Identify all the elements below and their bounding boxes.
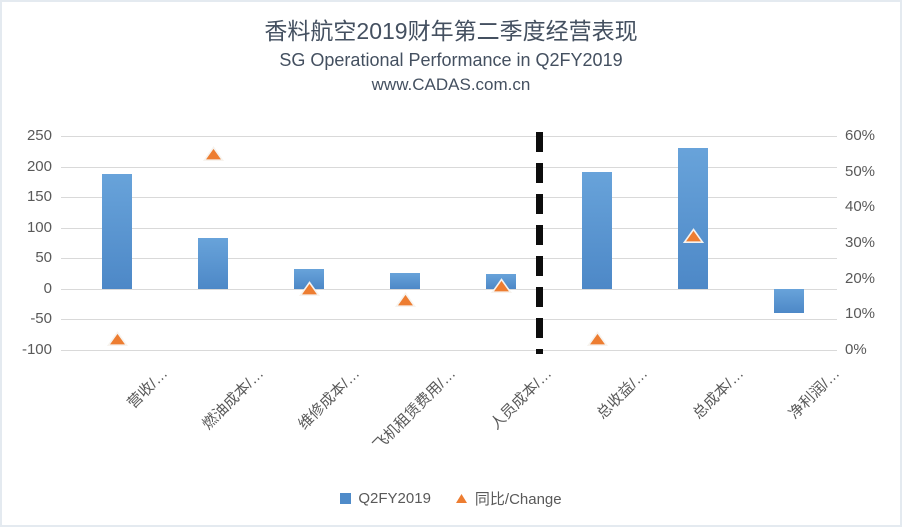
right-axis-tick: 50% [845, 162, 876, 180]
left-axis-tick: -100 [21, 341, 52, 358]
left-axis-tick: 150 [26, 188, 52, 206]
bar-飞机租赁费用/… [390, 273, 420, 289]
gridline [61, 227, 837, 229]
left-axis-tick: 100 [26, 218, 52, 236]
bar-营收/… [102, 173, 132, 289]
bar-总成本/… [678, 148, 708, 289]
triangle-marker-人员成本/… [490, 277, 512, 294]
legend: Q2FY2019 同比/Change [2, 484, 900, 512]
right-axis-tick: 20% [845, 269, 876, 287]
bar-series-swatch-icon [340, 492, 352, 504]
triangle-series-swatch-icon [455, 493, 467, 503]
bar-维修成本/… [294, 268, 324, 289]
left-axis-tick: -50 [30, 310, 52, 328]
left-axis-tick: 250 [26, 127, 52, 144]
right-axis-tick: 60% [845, 127, 876, 144]
gridline [61, 319, 837, 321]
left-axis-tick: 0 [43, 279, 52, 297]
triangle-marker-总收益/… [586, 331, 608, 347]
triangle-marker-飞机租赁费用/… [394, 292, 416, 308]
legend-item-q2fy2019: Q2FY2019 [340, 490, 431, 507]
chart-header: 香料航空2019财年第二季度经营表现 SG Operational Perfor… [2, 16, 900, 97]
bar-净利润/… [774, 288, 804, 313]
left-axis-tick: 200 [26, 157, 52, 175]
right-axis-tick: 0% [845, 341, 867, 358]
right-axis-tick: 40% [845, 198, 876, 216]
gridline [61, 166, 837, 168]
gridline [61, 258, 837, 260]
gridline [61, 197, 837, 199]
left-axis-tick: 50 [35, 249, 52, 267]
triangle-marker-营收/… [106, 331, 128, 347]
gridline [61, 288, 837, 290]
triangle-marker-维修成本/… [298, 281, 320, 297]
right-axis-tick: 10% [845, 305, 876, 323]
bar-总收益/… [582, 172, 612, 289]
gridline [61, 136, 837, 137]
legend-item-change: 同比/Change [455, 488, 562, 509]
bar-燃油成本/… [198, 237, 228, 289]
legend-label: 同比/Change [474, 490, 562, 508]
source-url: www.CADAS.com.cn [371, 75, 531, 94]
legend-label: Q2FY2019 [358, 489, 431, 507]
chart-title: 香料航空2019财年第二季度经营表现 [264, 18, 638, 44]
triangle-marker-燃油成本/… [202, 145, 224, 162]
separator-dashed-line [536, 132, 543, 354]
triangle-marker-总成本/… [682, 228, 704, 244]
right-axis-tick: 30% [845, 234, 876, 251]
chart-subtitle: SG Operational Performance in Q2FY2019 [279, 50, 623, 70]
gridline [61, 350, 837, 351]
